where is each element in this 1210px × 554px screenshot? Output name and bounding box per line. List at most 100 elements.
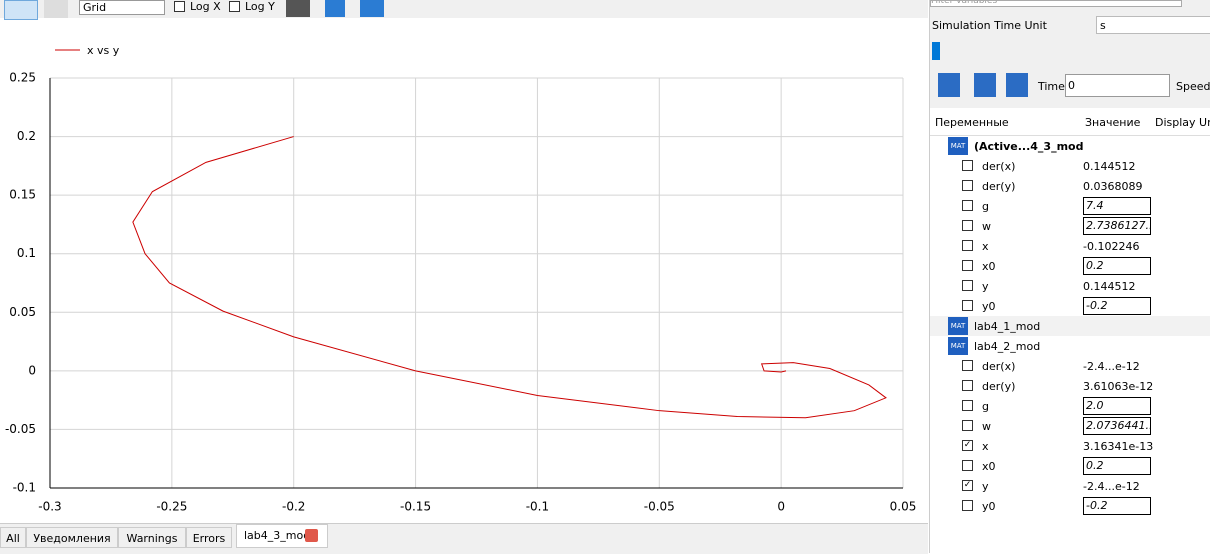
variable-checkbox[interactable]: ✓ [962,480,973,491]
view-select[interactable]: Grid [79,0,165,15]
variable-checkbox[interactable] [962,460,973,471]
time-unit-label: Simulation Time Unit [932,19,1047,32]
series-line [132,136,887,419]
group-icon: MAT [948,317,968,335]
variables-panel: Filter variables Simulation Time Unit s … [929,0,1210,553]
variable-name: der(y) [982,180,1016,193]
variable-checkbox[interactable] [962,200,973,211]
variable-name: w [982,420,991,433]
variable-value: 3.16341e-13 [1083,440,1154,453]
x-tick-label: -0.2 [282,500,305,514]
message-tabs: All Уведомления Warnings Errors lab4_3_mod [0,523,928,554]
y-tick-label: 0.2 [17,129,36,143]
y-tick-label: 0.25 [9,71,36,85]
variable-name: w [982,220,991,233]
variable-value[interactable]: -0.2 [1083,497,1151,515]
legend-label: x vs y [87,44,120,57]
toolbar: Grid Log X Log Y [0,0,928,20]
variable-name: der(x) [982,160,1016,173]
message-tab[interactable]: Уведомления [26,527,118,548]
speed-label: Speed: [1176,80,1210,93]
group-icon: MAT [948,337,968,355]
variable-value: 0.144512 [1083,160,1136,173]
variable-name: y [982,480,989,493]
variable-checkbox[interactable] [962,360,973,371]
variable-checkbox[interactable] [962,400,973,411]
variable-checkbox[interactable] [962,300,973,311]
group-icon: MAT [948,137,968,155]
time-slider[interactable] [932,42,940,60]
message-tab[interactable]: lab4_3_mod [236,524,328,548]
variable-name: x [982,440,989,453]
variable-name: g [982,200,989,213]
y-tick-label: 0.05 [9,305,36,319]
variable-value[interactable]: 7.4 [1083,197,1151,215]
variable-checkbox[interactable] [962,280,973,291]
variable-value: -0.102246 [1083,240,1140,253]
group-row [930,336,1210,356]
header-border [930,135,1210,136]
time-unit-select[interactable]: s [1096,16,1210,34]
y-tick-label: 0.15 [9,188,36,202]
variable-value[interactable]: 2.0 [1083,397,1151,415]
x-tick-label: 0.05 [890,500,917,514]
variable-checkbox[interactable] [962,240,973,251]
x-tick-label: -0.1 [526,500,549,514]
message-tab[interactable]: Warnings [118,527,186,548]
group-row [930,136,1210,156]
group-name[interactable]: (Active...4_3_mod [974,140,1084,153]
variable-value[interactable]: 2.0736441... [1083,417,1151,435]
settings-button[interactable] [286,0,310,17]
x-tick-label: -0.05 [644,500,675,514]
variable-checkbox[interactable] [962,420,973,431]
time-label: Time: [1038,80,1069,93]
log-y-checkbox[interactable] [229,1,240,12]
y-tick-label: -0.1 [13,481,36,495]
rewind-button[interactable] [938,73,960,97]
fit-button[interactable] [4,0,38,20]
time-input[interactable]: 0 [1065,74,1170,97]
x-tick-label: -0.15 [400,500,431,514]
print-button[interactable] [360,0,384,17]
x-tick-label: 0 [777,500,785,514]
play-button[interactable] [974,73,996,97]
column-header: Display Unit [1155,116,1210,129]
variable-checkbox[interactable] [962,220,973,231]
message-tab[interactable]: Errors [186,527,232,548]
column-header: Значение [1085,116,1141,129]
y-tick-label: 0.1 [17,246,36,260]
variable-name: y0 [982,300,996,313]
variable-value: -2.4...e-12 [1083,360,1140,373]
log-x-checkbox[interactable] [174,1,185,12]
y-tick-label: 0 [28,363,36,377]
zoom-button[interactable] [44,0,68,18]
variable-name: x0 [982,260,996,273]
variable-value[interactable]: 0.2 [1083,257,1151,275]
variable-value: 0.144512 [1083,280,1136,293]
variable-checkbox[interactable] [962,180,973,191]
save-button[interactable] [325,0,345,17]
variable-value[interactable]: 2.7386127... [1083,217,1151,235]
group-name[interactable]: lab4_1_mod [974,320,1041,333]
variable-checkbox[interactable] [962,380,973,391]
variable-value[interactable]: -0.2 [1083,297,1151,315]
group-name[interactable]: lab4_2_mod [974,340,1041,353]
variable-value[interactable]: 0.2 [1083,457,1151,475]
log-x-label: Log X [190,0,221,13]
pause-button[interactable] [1006,73,1028,97]
variable-checkbox[interactable] [962,260,973,271]
variable-value: -2.4...e-12 [1083,480,1140,493]
variable-name: x0 [982,460,996,473]
log-y-label: Log Y [245,0,275,13]
close-tab-icon[interactable] [305,529,318,542]
variable-checkbox[interactable]: ✓ [962,440,973,451]
variable-name: der(x) [982,360,1016,373]
filter-input[interactable]: Filter variables [930,0,1182,7]
column-header: Переменные [935,116,1009,129]
plot: -0.3 -0.25 -0.2 -0.15 -0.1 -0.05 0 0.05 -0.1 -0.0… [5,44,917,514]
message-tab[interactable]: All [0,527,26,548]
variable-checkbox[interactable] [962,160,973,171]
variable-name: g [982,400,989,413]
variable-checkbox[interactable] [962,500,973,511]
